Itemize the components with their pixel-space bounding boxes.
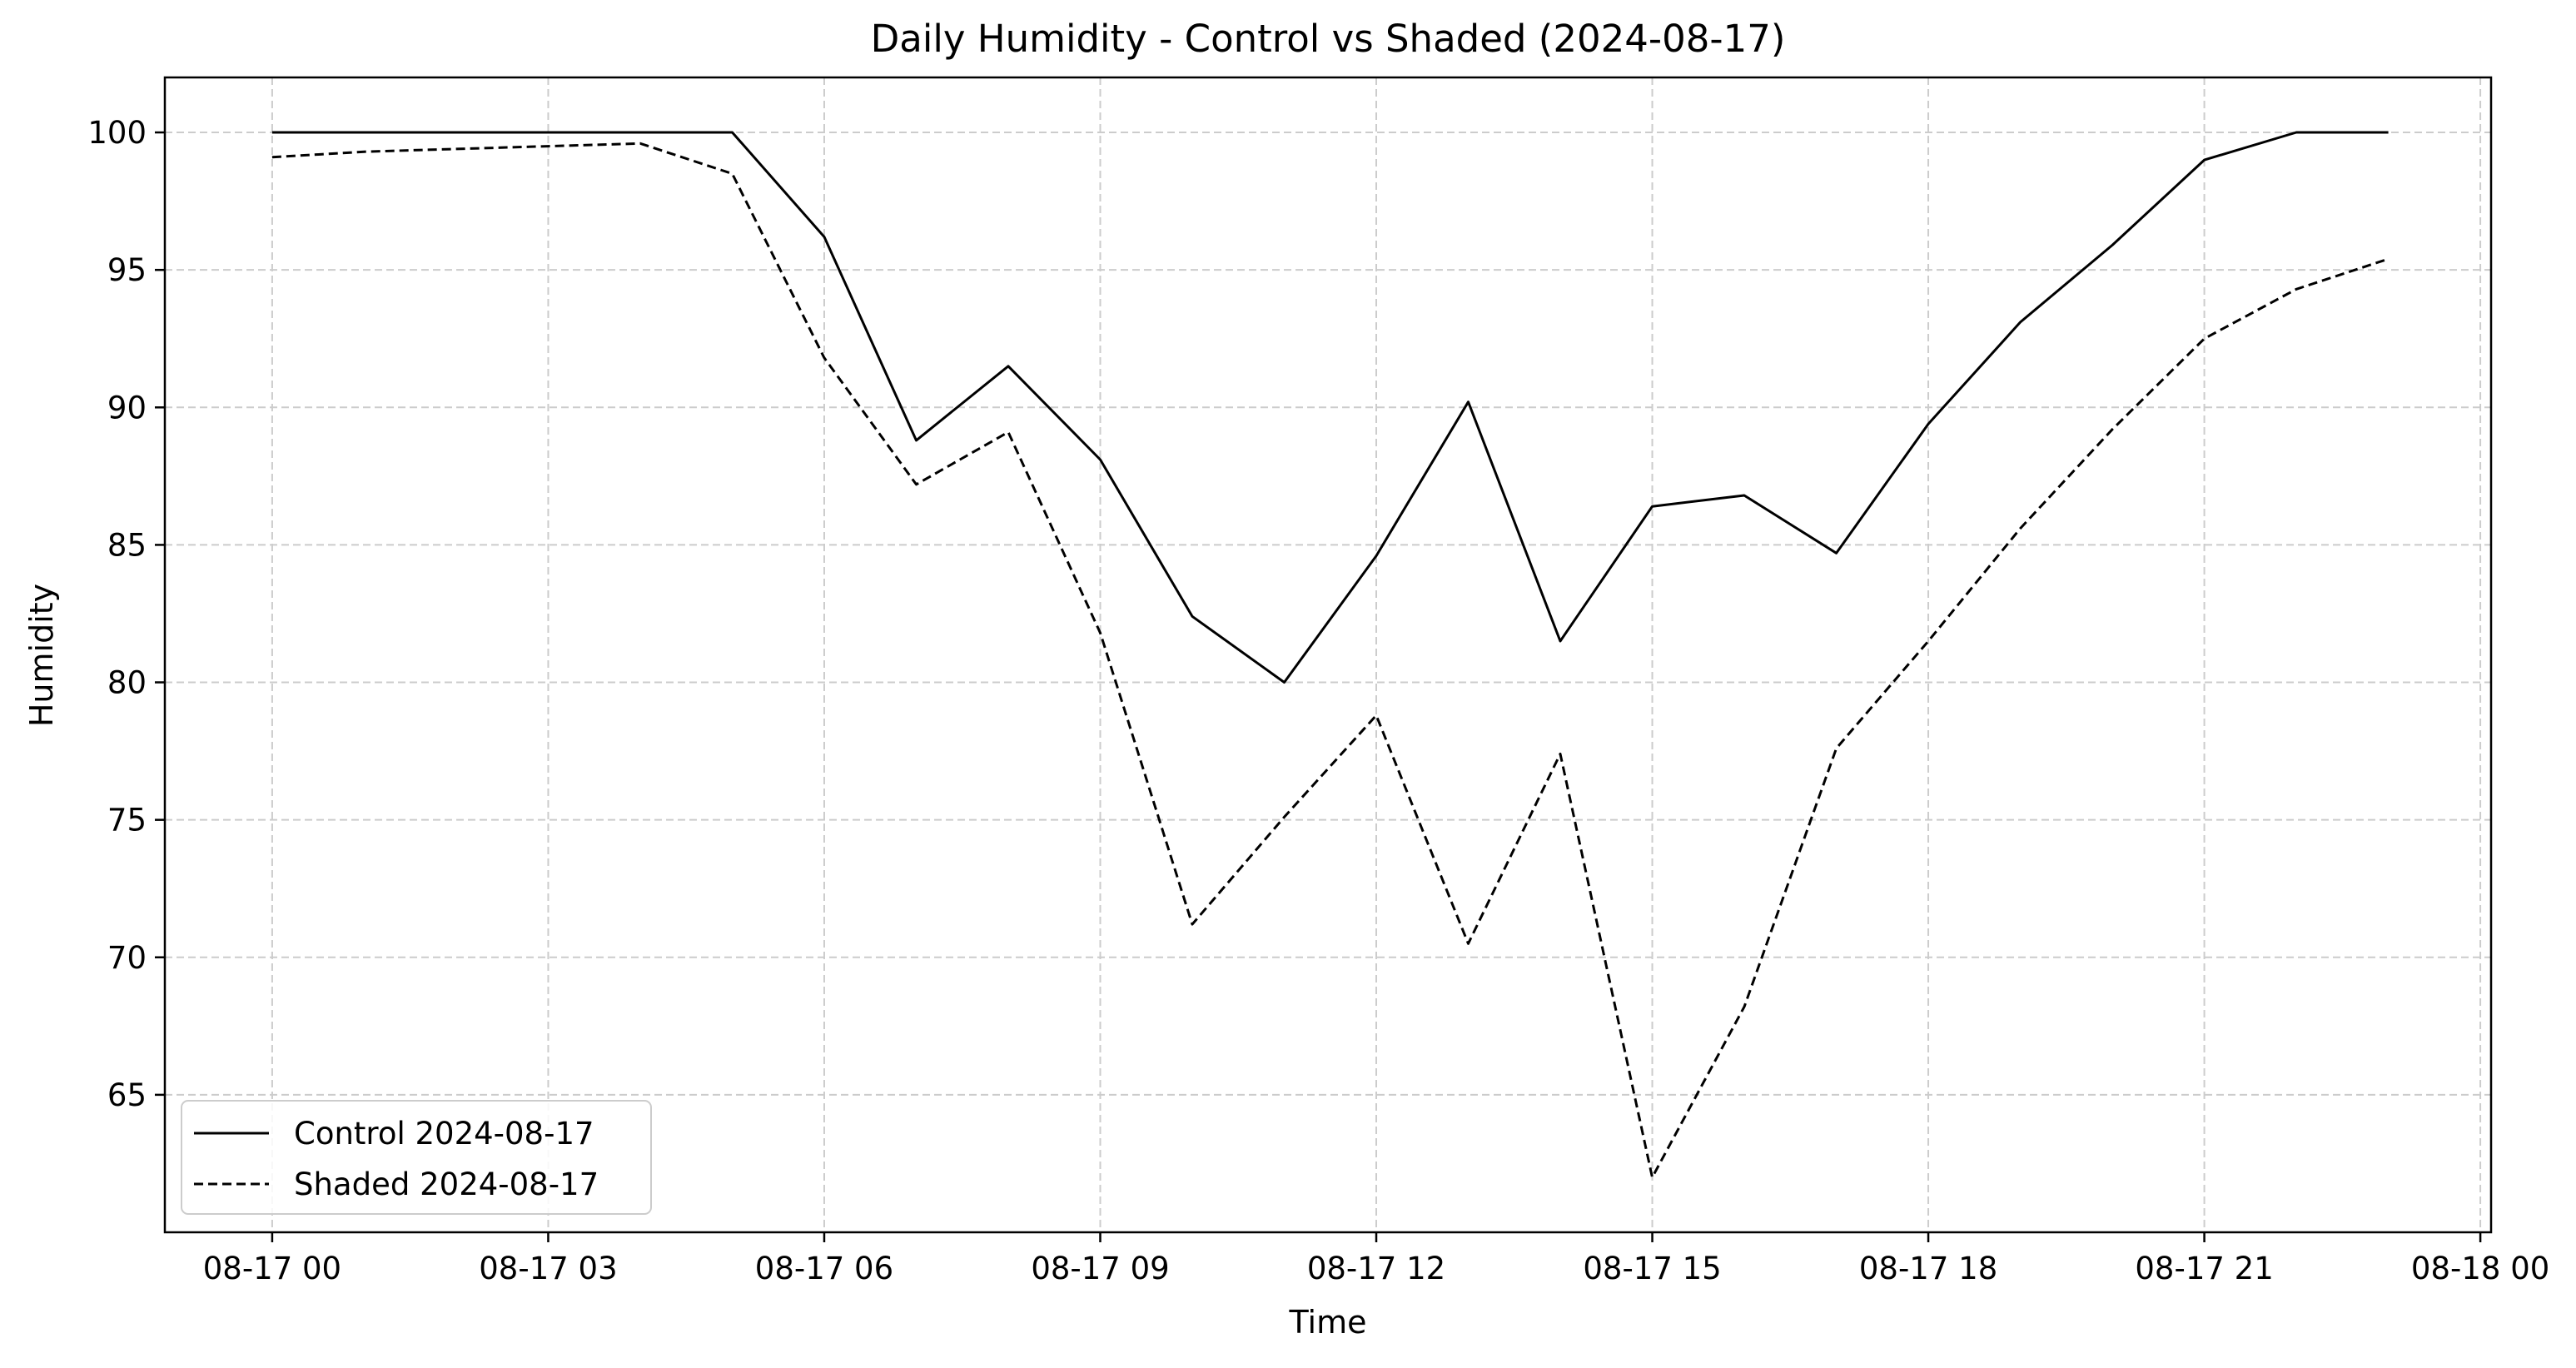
- y-tick-label: 100: [87, 115, 147, 151]
- axis-ticks: 08-17 00 08-17 03 08-17 06 08-17 09 08-17 12…: [87, 115, 2549, 1286]
- y-tick-label: 70: [107, 940, 147, 976]
- x-tick-label: 08-17 12: [1307, 1251, 1445, 1286]
- y-tick-label: 90: [107, 390, 147, 425]
- plot-frame: [163, 76, 2493, 1234]
- series-line-1: [271, 142, 2390, 1179]
- y-tick-label: 85: [107, 527, 147, 563]
- legend-label-1: Shaded 2024-08-17: [294, 1167, 599, 1202]
- legend-label-0: Control 2024-08-17: [294, 1116, 594, 1152]
- x-tick-label: 08-17 06: [755, 1251, 893, 1286]
- x-tick-label: 08-17 21: [2135, 1251, 2273, 1286]
- series-line-0: [271, 131, 2389, 684]
- y-axis-label: Humidity: [23, 584, 60, 727]
- y-tick-label: 75: [107, 803, 147, 838]
- x-tick-label: 08-17 00: [203, 1251, 341, 1286]
- grid: [165, 77, 2491, 1232]
- legend: Control 2024-08-17 Shaded 2024-08-17: [181, 1100, 652, 1215]
- y-tick-label: 95: [107, 252, 147, 288]
- y-tick-label: 80: [107, 665, 147, 701]
- x-tick-label: 08-17 03: [479, 1251, 617, 1286]
- series-lines: [271, 131, 2390, 1179]
- x-axis-label: Time: [1289, 1304, 1367, 1341]
- x-tick-label: 08-17 18: [1859, 1251, 1997, 1286]
- x-tick-label: 08-17 09: [1031, 1251, 1169, 1286]
- chart-title: Daily Humidity - Control vs Shaded (2024…: [871, 17, 1786, 61]
- x-tick-label: 08-17 15: [1583, 1251, 1721, 1286]
- x-tick-label: 08-18 00: [2411, 1251, 2549, 1286]
- y-tick-label: 65: [107, 1077, 147, 1113]
- legend-box: [181, 1100, 652, 1215]
